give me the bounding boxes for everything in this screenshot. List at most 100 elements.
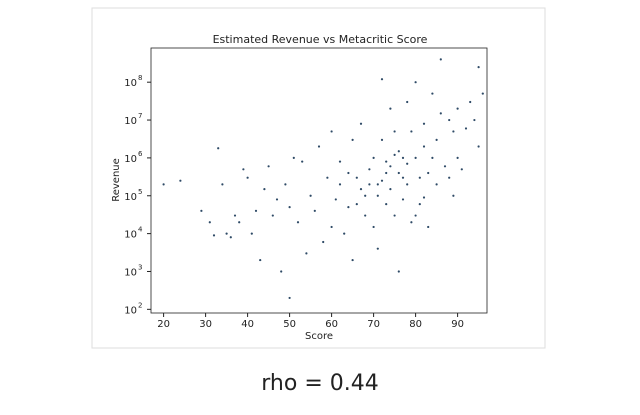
y-tick-label: 10 bbox=[124, 78, 137, 89]
point bbox=[406, 162, 409, 165]
point bbox=[217, 147, 220, 150]
point bbox=[254, 209, 258, 212]
point bbox=[406, 183, 409, 186]
point bbox=[364, 214, 367, 217]
y-tick-base: 10 bbox=[124, 116, 137, 127]
point bbox=[464, 127, 468, 130]
point bbox=[380, 78, 384, 81]
y-tick-base: 10 bbox=[124, 267, 137, 278]
point bbox=[351, 258, 354, 262]
y-tick-label: 10 bbox=[124, 192, 137, 203]
point bbox=[385, 160, 388, 163]
point bbox=[246, 176, 249, 179]
point bbox=[401, 176, 405, 179]
point bbox=[456, 107, 459, 110]
point bbox=[305, 252, 308, 255]
point bbox=[410, 130, 413, 133]
point bbox=[330, 225, 333, 229]
point bbox=[364, 194, 367, 197]
x-tick-label: 40 bbox=[241, 319, 254, 330]
point bbox=[347, 171, 350, 175]
point bbox=[288, 296, 291, 300]
point bbox=[221, 183, 224, 186]
point bbox=[355, 176, 358, 179]
point bbox=[431, 156, 434, 160]
point bbox=[406, 100, 409, 104]
point bbox=[368, 168, 371, 171]
point bbox=[250, 232, 253, 235]
point bbox=[393, 153, 396, 157]
point bbox=[376, 194, 379, 197]
point bbox=[200, 209, 203, 212]
point bbox=[422, 196, 426, 199]
y-tick-label: 10 bbox=[124, 267, 137, 278]
x-tick-label: 80 bbox=[409, 319, 422, 330]
point bbox=[313, 209, 316, 212]
y-tick-label: 10 bbox=[124, 116, 137, 127]
point bbox=[397, 171, 400, 175]
point bbox=[427, 225, 430, 229]
point bbox=[179, 179, 182, 182]
point bbox=[477, 66, 480, 69]
chart-frame bbox=[91, 7, 546, 349]
y-tick-base: 10 bbox=[124, 305, 137, 316]
y-tick-exponent: 2 bbox=[138, 301, 142, 309]
point bbox=[393, 130, 396, 133]
x-tick-label: 50 bbox=[283, 319, 296, 330]
point bbox=[229, 236, 232, 239]
point bbox=[296, 221, 300, 224]
point bbox=[389, 107, 392, 110]
point bbox=[448, 118, 451, 122]
point bbox=[355, 203, 358, 206]
x-axis-label: Score bbox=[305, 331, 333, 342]
point bbox=[422, 145, 426, 148]
point bbox=[452, 130, 455, 133]
point bbox=[435, 138, 438, 141]
point bbox=[372, 225, 375, 229]
point bbox=[418, 176, 421, 179]
point bbox=[322, 240, 325, 244]
point bbox=[397, 270, 400, 273]
point bbox=[389, 165, 392, 168]
point bbox=[443, 165, 447, 168]
point bbox=[301, 160, 304, 163]
x-tick-label: 90 bbox=[451, 319, 464, 330]
point bbox=[372, 156, 375, 160]
point bbox=[326, 176, 329, 179]
point bbox=[435, 183, 438, 186]
y-tick-exponent: 8 bbox=[138, 74, 142, 82]
point bbox=[280, 270, 283, 273]
point bbox=[338, 183, 342, 186]
y-axis-label: Revenue bbox=[111, 158, 122, 202]
x-tick-label: 60 bbox=[325, 319, 338, 330]
point bbox=[330, 130, 333, 133]
x-tick-label: 20 bbox=[157, 319, 170, 330]
point bbox=[477, 145, 480, 148]
y-tick-label: 10 bbox=[124, 305, 137, 316]
y-tick-label: 10 bbox=[124, 154, 137, 165]
point bbox=[368, 183, 371, 186]
chart-title: Estimated Revenue vs Metacritic Score bbox=[213, 33, 428, 46]
annotation: rho = 0.44 bbox=[261, 371, 378, 396]
y-tick-base: 10 bbox=[124, 192, 137, 203]
y-tick-exponent: 3 bbox=[138, 263, 142, 271]
y-tick-exponent: 5 bbox=[138, 188, 142, 196]
point bbox=[401, 198, 405, 201]
point bbox=[439, 112, 442, 115]
point bbox=[410, 221, 413, 224]
point bbox=[380, 179, 384, 182]
y-tick-base: 10 bbox=[124, 230, 137, 241]
point bbox=[460, 168, 463, 171]
y-tick-base: 10 bbox=[124, 154, 137, 165]
point bbox=[473, 118, 476, 122]
point bbox=[427, 171, 430, 175]
point bbox=[385, 171, 388, 175]
point bbox=[448, 176, 451, 179]
point bbox=[359, 187, 363, 191]
point bbox=[334, 198, 337, 201]
point bbox=[397, 150, 400, 153]
point bbox=[347, 206, 350, 209]
point bbox=[418, 203, 421, 206]
point bbox=[238, 221, 241, 224]
